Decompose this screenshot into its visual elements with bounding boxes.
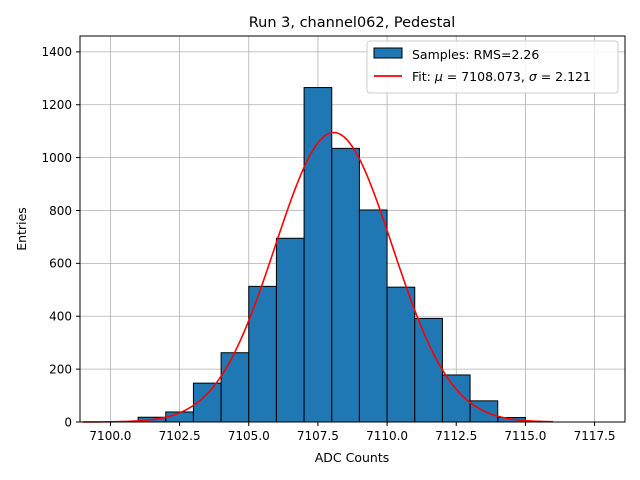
- x-tick-label: 7105.0: [228, 429, 270, 443]
- x-tick-label: 7107.5: [297, 429, 339, 443]
- histogram-bar: [248, 285, 277, 423]
- y-axis-ticks: 0 200 400 600 800 1000 1200 1400: [41, 45, 80, 429]
- x-tick-label: 7117.5: [574, 429, 616, 443]
- y-tick-label: 600: [49, 257, 72, 271]
- y-tick-label: 0: [64, 415, 72, 429]
- x-axis-label: ADC Counts: [315, 450, 390, 465]
- histogram-bar: [414, 317, 443, 423]
- x-tick-label: 7100.0: [89, 429, 131, 443]
- fit-curve: [82, 131, 554, 423]
- x-tick-label: 7112.5: [435, 429, 477, 443]
- histogram-bar: [331, 147, 360, 423]
- histogram-bar: [303, 87, 333, 423]
- legend-box: [366, 40, 619, 94]
- y-tick-label: 1200: [41, 98, 72, 112]
- y-tick-label: 1000: [41, 151, 72, 165]
- histogram-bar: [358, 209, 388, 423]
- y-tick-label: 200: [49, 362, 72, 376]
- histogram-bars: [137, 87, 526, 423]
- legend-histogram-swatch: [373, 47, 403, 59]
- y-tick-label: 1400: [41, 45, 72, 59]
- y-tick-label: 800: [49, 204, 72, 218]
- y-tick-label: 400: [49, 310, 72, 324]
- plot-frame: [79, 35, 626, 423]
- x-tick-label: 7110.0: [366, 429, 408, 443]
- x-tick-label: 7102.5: [159, 429, 201, 443]
- legend: Samples: RMS=2.26 Fit: μ = 7108.073, σ =…: [366, 40, 619, 94]
- histogram-bar: [220, 352, 250, 423]
- chart-title: Run 3, channel062, Pedestal: [249, 15, 456, 31]
- legend-fit-label: Fit: μ = 7108.073, σ = 2.121: [412, 69, 591, 84]
- x-axis-ticks: 7100.0 7102.5 7105.0 7107.5 7110.0 7112.5 7115…: [89, 422, 616, 443]
- y-axis-label: Entries: [14, 207, 29, 251]
- x-tick-label: 7115.0: [504, 429, 546, 443]
- histogram-bar: [275, 237, 305, 423]
- legend-histogram-label: Samples: RMS=2.26: [412, 47, 539, 62]
- histogram-bar: [386, 286, 416, 423]
